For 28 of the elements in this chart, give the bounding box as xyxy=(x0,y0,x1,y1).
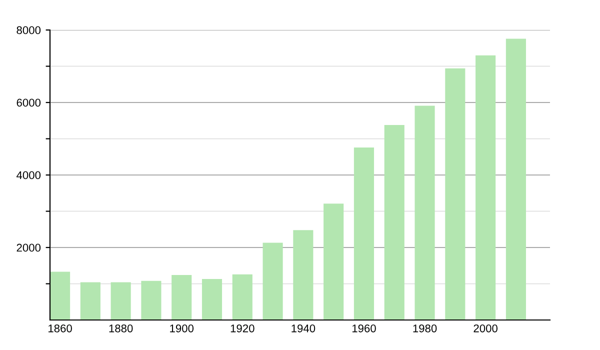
bar xyxy=(80,282,100,320)
bar xyxy=(324,204,344,320)
x-tick-label: 1920 xyxy=(230,324,254,332)
x-tick-label: 1900 xyxy=(170,324,194,332)
bar xyxy=(445,68,466,320)
bar xyxy=(262,242,283,320)
bar xyxy=(354,147,374,320)
bar xyxy=(232,274,252,320)
bar xyxy=(506,38,526,320)
x-tick-label: 2000 xyxy=(474,324,498,332)
y-tick-label: 8000 xyxy=(16,26,41,34)
bar xyxy=(476,55,496,320)
bar xyxy=(110,282,131,320)
bar xyxy=(384,124,404,320)
bar xyxy=(172,275,192,320)
bar xyxy=(50,272,70,320)
bar xyxy=(141,280,162,320)
x-tick-label: 1960 xyxy=(352,324,376,332)
x-tick-label: 1880 xyxy=(109,324,133,332)
x-tick-label: 1940 xyxy=(292,324,316,332)
bar xyxy=(414,106,435,320)
x-tick-label: 1860 xyxy=(48,324,72,332)
bar xyxy=(293,230,314,320)
y-tick-label: 6000 xyxy=(16,98,41,107)
y-tick-label: 4000 xyxy=(16,171,41,180)
x-tick-label: 1980 xyxy=(413,324,437,332)
bar xyxy=(202,279,222,320)
y-tick-label: 2000 xyxy=(16,244,41,252)
